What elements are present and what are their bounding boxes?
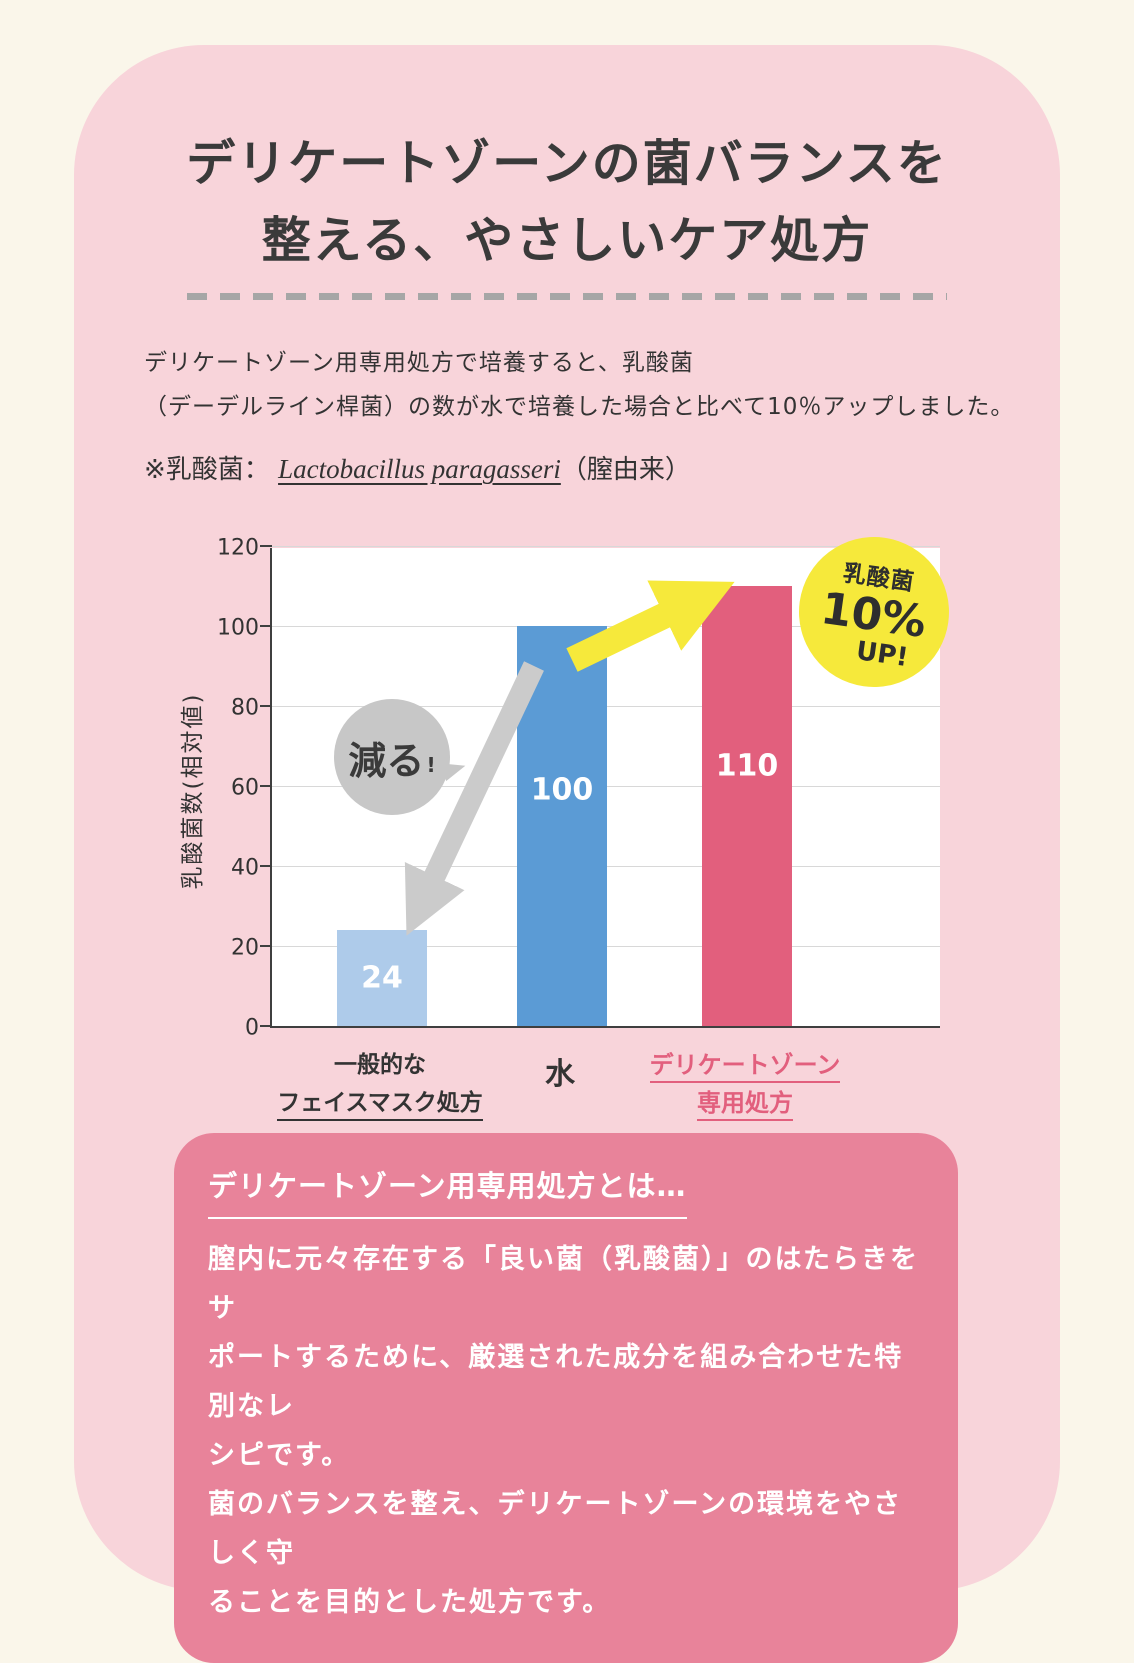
dashed-divider bbox=[187, 293, 947, 300]
axis-tick bbox=[260, 865, 272, 867]
y-tick-label: 0 bbox=[245, 1015, 259, 1041]
decrease-exclamation: ! bbox=[426, 753, 436, 777]
axis-tick bbox=[260, 625, 272, 627]
footer-body-line: ることを目的とした処方です。 bbox=[208, 1587, 612, 1618]
axis-tick bbox=[260, 945, 272, 947]
bar-value-label: 110 bbox=[715, 748, 779, 784]
x-category-label: デリケートゾーン 専用処方 bbox=[615, 1046, 875, 1122]
x-category-label: 水 bbox=[545, 1057, 575, 1092]
footer-body-line: 膣内に元々存在する「良い菌（乳酸菌）」のはたらきをサ bbox=[208, 1244, 919, 1324]
bar-3: 110 bbox=[702, 586, 792, 1026]
y-tick-label: 40 bbox=[231, 855, 259, 881]
x-category-label: 一般的な フェイスマスク処方 bbox=[250, 1046, 510, 1122]
bar-value-label: 100 bbox=[530, 772, 594, 808]
footer-body-line: シピです。 bbox=[208, 1440, 351, 1471]
axis-tick bbox=[260, 1025, 272, 1027]
page-title: デリケートゾーンの菌バランスを 整える、やさしいケア処方 bbox=[74, 125, 1060, 279]
decrease-bubble: 減る! bbox=[334, 699, 450, 815]
y-axis-ticks: 0 20 40 60 80 100 120 bbox=[205, 536, 263, 1041]
y-tick-label: 100 bbox=[217, 615, 259, 641]
y-tick-label: 80 bbox=[231, 695, 259, 721]
intro-text: デリケートゾーン用専用処方で培養すると、乳酸菌 （デーデルライン桿菌）の数が水で… bbox=[144, 341, 1014, 429]
bar-value-label: 24 bbox=[361, 960, 403, 996]
bar-chart: 乳酸菌数(相対値) 0 20 40 60 80 100 120 減る! 乳 bbox=[150, 527, 970, 1160]
axis-tick bbox=[260, 785, 272, 787]
title-line-2: 整える、やさしいケア処方 bbox=[261, 212, 873, 269]
badge-line-3: UP! bbox=[854, 636, 911, 674]
bar-1: 24 bbox=[337, 930, 427, 1026]
footer-body: 膣内に元々存在する「良い菌（乳酸菌）」のはたらきをサ ポートするために、厳選され… bbox=[208, 1235, 924, 1627]
y-tick-label: 20 bbox=[231, 935, 259, 961]
info-card: デリケートゾーンの菌バランスを 整える、やさしいケア処方 デリケートゾーン用専用… bbox=[74, 45, 1060, 1663]
plot-area: 減る! 乳酸菌 10% UP! 24 100 110 bbox=[260, 527, 959, 1028]
y-axis-title: 乳酸菌数(相対値) bbox=[180, 692, 206, 890]
intro-line-2: （デーデルライン桿菌）の数が水で培養した場合と比べて10％アップしました。 bbox=[144, 394, 1015, 420]
footer-title: デリケートゾーン用専用処方とは… bbox=[208, 1163, 687, 1219]
axis-tick bbox=[260, 705, 272, 707]
title-line-1: デリケートゾーンの菌バランスを bbox=[186, 135, 948, 192]
formula-description-box: デリケートゾーン用専用処方とは… 膣内に元々存在する「良い菌（乳酸菌）」のはたら… bbox=[174, 1133, 958, 1663]
footer-body-line: ポートするために、厳選された成分を組み合わせた特別なレ bbox=[208, 1342, 904, 1422]
gridline bbox=[272, 546, 940, 547]
y-tick-label: 60 bbox=[231, 775, 259, 801]
decrease-arrow bbox=[404, 661, 544, 936]
intro-line-1: デリケートゾーン用専用処方で培養すると、乳酸菌 bbox=[144, 350, 694, 376]
footer-body-line: 菌のバランスを整え、デリケートゾーンの環境をやさしく守 bbox=[208, 1489, 903, 1569]
increase-arrow bbox=[566, 580, 735, 672]
annotation-arrows bbox=[404, 580, 735, 936]
decrease-label: 減る bbox=[348, 738, 425, 783]
species-note: ※乳酸菌： Lactobacillus paragasseri（膣由来） bbox=[144, 449, 691, 486]
note-suffix: （膣由来） bbox=[560, 455, 691, 485]
note-prefix: ※乳酸菌： bbox=[144, 455, 270, 485]
species-name: Lactobacillus paragasseri bbox=[278, 454, 561, 484]
x-axis-labels: 一般的な フェイスマスク処方水デリケートゾーン 専用処方 bbox=[270, 1034, 940, 1160]
axis-tick bbox=[260, 545, 272, 547]
y-tick-label: 120 bbox=[217, 535, 259, 561]
